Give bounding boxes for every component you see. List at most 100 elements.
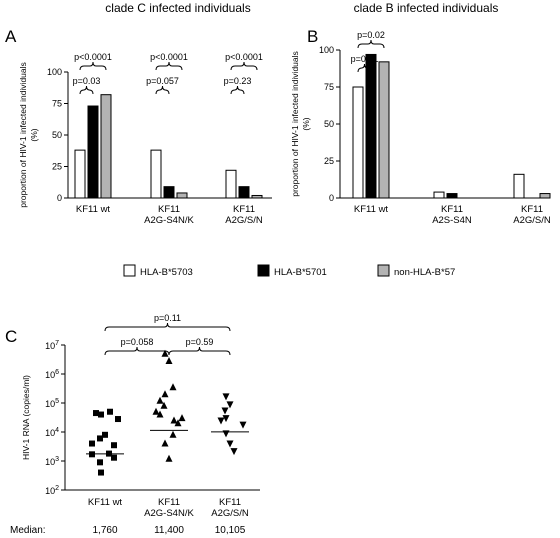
data-point-triangle-down	[217, 417, 225, 425]
p-value-label: p=0.057	[146, 76, 179, 86]
data-point-triangle-down	[221, 407, 229, 415]
p-value-bracket	[79, 61, 107, 71]
y-tick-label: 100	[47, 67, 62, 77]
bar	[225, 169, 237, 199]
p-value-bracket	[230, 61, 258, 71]
y-tick-label: 25	[324, 156, 334, 166]
data-point-triangle-down	[239, 421, 247, 429]
x-category-label: KF11	[219, 497, 241, 508]
data-point-square	[98, 469, 104, 476]
p-value-bracket	[79, 85, 94, 95]
data-point-triangle-up	[169, 430, 177, 438]
median-value: 11,400	[154, 525, 184, 536]
x-category-label: A2G/S/N	[211, 508, 249, 519]
data-point-triangle-down	[222, 415, 230, 423]
data-point-square	[98, 411, 104, 418]
y-axis-label: HIV-1 RNA (copies/ml)	[21, 375, 31, 460]
panel-c-chart: 102 103 104 105 106 107 HIV-1 RNA (copies/ml) K…	[10, 313, 260, 536]
data-point-square	[97, 459, 103, 466]
y-axis-label: proportion of HIV-1 infected individuals	[290, 51, 300, 197]
panel-b-chart: 0 25 50 75 100 proportion of HIV-1 infected i…	[290, 30, 551, 226]
x-category-label: KF11 wt	[88, 497, 123, 508]
bar	[87, 105, 99, 199]
y-tick-label: 103	[45, 456, 59, 467]
y-tick-label: 105	[45, 398, 59, 409]
data-point-triangle-down	[226, 440, 234, 448]
y-tick-label: 107	[45, 340, 59, 351]
y-axis-unit: (%)	[301, 117, 311, 130]
bar	[539, 193, 551, 199]
data-point-triangle-up	[161, 349, 169, 357]
data-point-square	[111, 454, 117, 461]
y-tick-label: 100	[319, 45, 334, 55]
data-point-triangle-up	[174, 419, 182, 427]
data-point-triangle-up	[165, 454, 173, 462]
x-category-label: A2G-S4N/K	[144, 215, 194, 226]
data-point-square	[97, 435, 103, 442]
data-point-triangle-up	[161, 439, 169, 447]
bar	[433, 191, 445, 199]
p-value-label: p=0.11	[154, 313, 181, 323]
bar	[176, 192, 188, 199]
p-value-bracket	[357, 39, 385, 49]
data-point-triangle-up	[156, 410, 164, 418]
data-point-triangle-up	[165, 357, 173, 365]
x-category-label: KF11 wt	[354, 204, 389, 215]
y-tick-label: 104	[45, 427, 59, 438]
data-point-square	[107, 408, 113, 415]
x-category-label: A2G-S4N/K	[144, 508, 194, 519]
legend-label: non-HLA-B*57	[394, 267, 455, 278]
p-value-label: p<0.0001	[225, 52, 263, 62]
p-value-bracket	[168, 346, 231, 356]
y-tick-label: 75	[324, 82, 334, 92]
p-value-label: p=0.01	[351, 54, 379, 64]
title-a: clade C infected individuals	[105, 1, 250, 15]
p-value-label: p<0.0001	[74, 52, 112, 62]
y-axis-unit: (%)	[29, 128, 39, 141]
data-point-square	[93, 410, 99, 417]
legend-label: HLA-B*5701	[274, 267, 327, 278]
y-tick-label: 50	[324, 119, 334, 129]
data-point-triangle-up	[169, 383, 177, 391]
panel-label-c: C	[5, 327, 17, 346]
y-tick-label: 50	[52, 130, 62, 140]
title-b: clade B infected individuals	[354, 1, 499, 15]
legend: HLA-B*5703 HLA-B*5701 non-HLA-B*57	[123, 264, 455, 278]
p-value-label: p=0.03	[73, 76, 101, 86]
x-category-label: A2S-S4N	[432, 215, 472, 226]
panel-a-chart: 0 25 50 75 100 proportion of HIV-1 infected i…	[18, 52, 272, 226]
bar	[100, 94, 112, 199]
data-point-triangle-up	[161, 390, 169, 398]
bar	[251, 194, 263, 199]
bar	[365, 53, 377, 199]
p-value-bracket	[155, 61, 183, 71]
data-point-triangle-up	[152, 407, 160, 415]
legend-swatch	[257, 264, 270, 277]
bar	[513, 173, 525, 199]
p-value-label: p=0.02	[357, 30, 385, 40]
x-category-label: KF11	[233, 204, 255, 215]
p-value-bracket	[230, 85, 245, 95]
p-value-bracket	[357, 63, 372, 73]
bar	[163, 186, 175, 199]
bar	[378, 61, 390, 199]
panel-label-b: B	[307, 27, 318, 46]
bar	[352, 86, 364, 199]
data-point-square	[102, 431, 108, 438]
bar	[446, 193, 458, 199]
y-axis-label: proportion of HIV-1 infected individuals	[18, 62, 28, 208]
x-category-label: KF11	[441, 204, 463, 215]
data-point-triangle-down	[226, 401, 234, 409]
x-category-label: A2G/S/N	[225, 215, 263, 226]
p-value-label: p=0.058	[121, 337, 154, 347]
y-tick-label: 75	[52, 99, 62, 109]
x-category-label: KF11	[158, 204, 180, 215]
bar	[74, 149, 86, 199]
data-point-triangle-down	[222, 393, 230, 401]
median-value: 1,760	[92, 525, 117, 536]
y-tick-label: 0	[329, 193, 334, 203]
p-value-label: p<0.0001	[150, 52, 188, 62]
y-tick-label: 106	[45, 369, 59, 380]
p-value-label: p=0.59	[186, 337, 214, 347]
x-category-label: KF11	[158, 497, 180, 508]
